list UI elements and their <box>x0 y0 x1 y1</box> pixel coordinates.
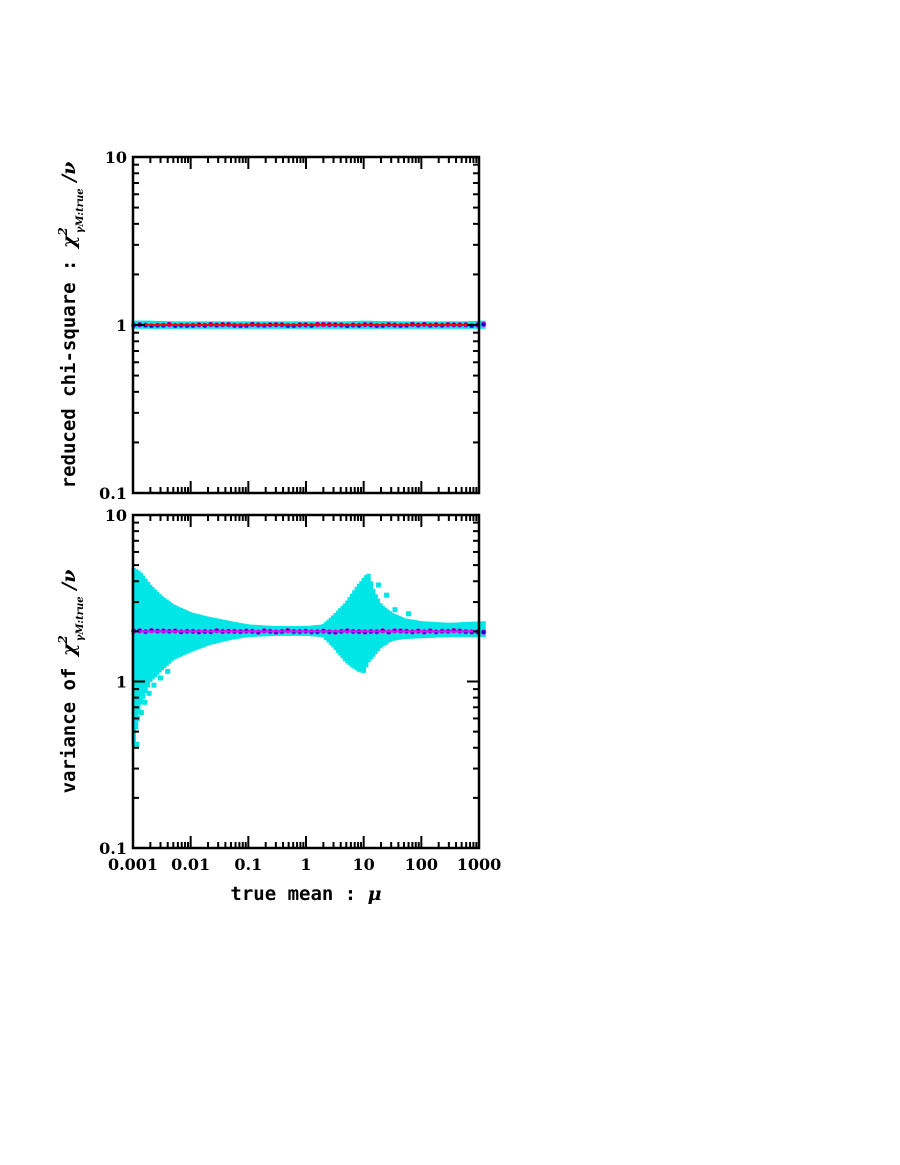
sample-band-column <box>472 621 477 637</box>
sample-band-column <box>364 575 369 668</box>
sample-band-column <box>408 619 413 639</box>
sample-band-column <box>436 622 442 638</box>
outlier-point <box>151 682 157 688</box>
mean-point <box>480 629 487 635</box>
outlier-point <box>392 607 398 613</box>
outlier-point <box>138 710 144 716</box>
top-panel: 0.1 1 10 reduced chi-square : χ2 γM:true /ν <box>56 148 487 503</box>
sample-band-column <box>148 584 153 682</box>
sample-band-column <box>432 622 437 638</box>
x-axis-label: true mean : μ <box>230 883 381 905</box>
sample-band-column <box>467 621 472 637</box>
sample-band-column <box>425 621 430 638</box>
mean-point <box>480 321 487 327</box>
sample-band-column <box>448 622 453 637</box>
sample-band-column <box>164 599 169 666</box>
sample-band-column <box>420 621 425 639</box>
sample-band-column <box>373 594 378 654</box>
sample-band-column <box>143 578 148 694</box>
sample-band-column <box>375 598 381 652</box>
outlier-point <box>375 582 381 588</box>
x-tick-label: 100 <box>405 855 438 874</box>
sample-band-column <box>385 609 390 644</box>
sample-band-column <box>401 618 406 639</box>
bottom-x-tick-labels: 0.001 0.01 0.1 1 10 100 1000 <box>108 855 501 874</box>
outlier-point <box>146 690 152 696</box>
sample-band-column <box>460 622 465 637</box>
sample-band-column <box>157 594 162 673</box>
y-tick-label: 0.1 <box>99 484 127 503</box>
x-tick-label: 0.001 <box>108 855 158 874</box>
sample-band-column <box>387 611 392 642</box>
sample-band-column <box>399 617 404 640</box>
sample-band-column <box>413 620 418 639</box>
outlier-point <box>158 675 163 681</box>
sample-band-column <box>140 575 146 699</box>
outlier-point <box>134 741 139 747</box>
bottom-panel: 0.1 1 10 0.001 0.01 0.1 1 10 100 1000 variance o… <box>56 506 501 905</box>
sample-band-column <box>361 578 366 673</box>
sample-band-column <box>359 580 364 673</box>
sample-band-column <box>396 616 402 640</box>
sample-band-column <box>152 589 158 677</box>
top-y-axis-label: reduced chi-square : χ2 γM:true /ν <box>56 162 86 489</box>
sample-band-column <box>354 586 359 671</box>
outlier-point <box>142 699 148 705</box>
sample-band-column <box>366 573 371 663</box>
sample-band-column <box>389 612 395 641</box>
y-tick-label: 10 <box>105 506 127 525</box>
outlier-point <box>384 592 390 598</box>
sample-band-column <box>382 607 388 645</box>
x-tick-label: 0.01 <box>171 855 210 874</box>
sample-band-column <box>378 603 383 649</box>
x-tick-label: 1000 <box>457 855 502 874</box>
bottom-y-tick-labels: 0.1 1 10 <box>99 506 127 858</box>
x-tick-label: 1 <box>300 855 311 874</box>
sample-band-column <box>481 621 486 637</box>
x-tick-label: 10 <box>353 855 375 874</box>
sample-band-column <box>380 605 385 647</box>
sample-band-column <box>136 570 141 715</box>
top-y-tick-labels: 0.1 1 10 <box>99 148 127 503</box>
sample-band-column <box>394 614 399 641</box>
sample-band-column <box>392 613 397 641</box>
outlier-point <box>406 611 411 617</box>
y-tick-label: 1 <box>116 673 127 692</box>
sample-band-column <box>138 572 143 705</box>
sample-band-column <box>479 621 484 637</box>
sample-band-column <box>406 619 411 639</box>
sample-band-column <box>474 621 479 637</box>
sample-band-column <box>368 581 374 660</box>
sample-band-column <box>133 569 139 730</box>
y-tick-label: 0.1 <box>99 839 127 858</box>
sample-band-column <box>159 596 165 671</box>
outlier-point <box>165 668 171 674</box>
sample-band-column <box>145 581 150 688</box>
sample-band-column <box>356 583 362 672</box>
top-plot-frame <box>131 155 481 495</box>
x-tick-label: 0.1 <box>234 855 262 874</box>
bottom-plot-frame <box>131 513 481 850</box>
sample-band-column <box>150 587 155 680</box>
y-tick-label: 10 <box>105 148 127 167</box>
sample-band-column <box>410 619 416 639</box>
y-tick-label: 1 <box>116 316 127 335</box>
sample-band-column <box>371 589 376 657</box>
bottom-y-axis-label: variance of χ2 γM:true /ν <box>56 570 86 794</box>
